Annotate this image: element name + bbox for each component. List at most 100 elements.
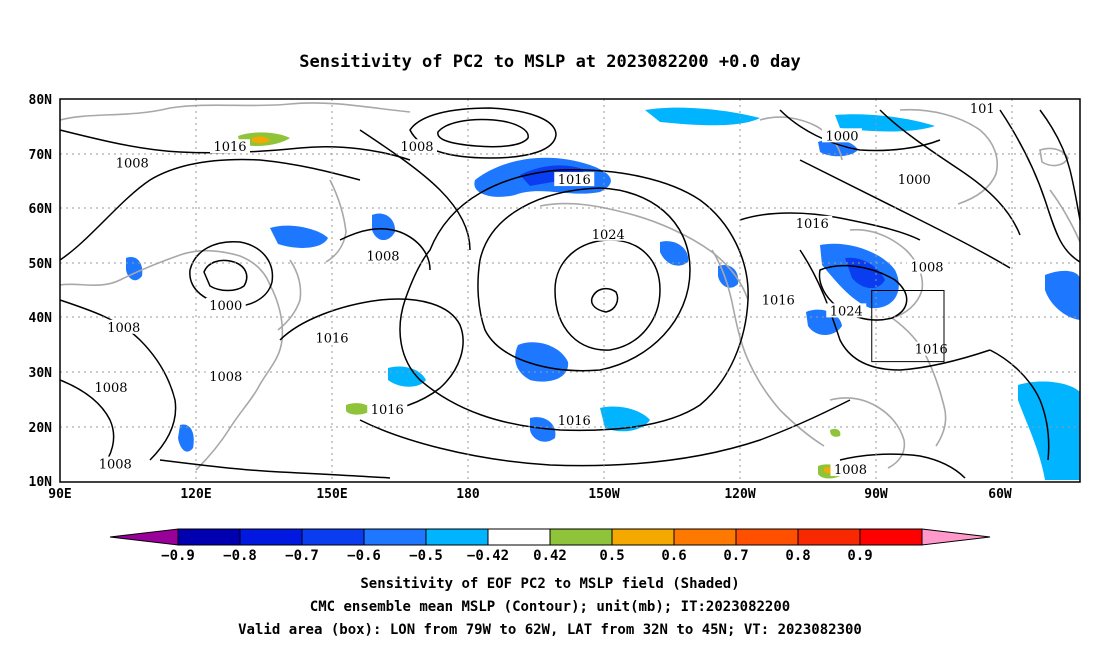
colorbar-tick-label: 0.7 (723, 548, 748, 564)
contour-label-bg (95, 456, 136, 471)
contour-1000-north (779, 109, 941, 152)
contour-label-bg (112, 155, 153, 170)
contour-label-text: 1008 (910, 261, 943, 276)
lon-label-90e: 90E (48, 487, 71, 502)
contour-label: 1000 (822, 128, 862, 144)
contour-label-text: 1016 (762, 293, 795, 308)
contour-label: 1016 (554, 172, 595, 188)
shade-patch-north-pacific-core (520, 165, 585, 186)
contour-label-bg (822, 128, 862, 143)
contour-label-bg (103, 319, 144, 334)
contour-high-pacific-core (590, 287, 619, 313)
lon-label-150e: 150E (316, 487, 347, 502)
shade-patch-west-atlantic-core (845, 257, 885, 289)
contour-label: 1016 (312, 330, 352, 347)
coastline-gulf (829, 397, 906, 469)
contour-label-bg (588, 226, 629, 241)
contour-1016-east-coast (799, 249, 991, 371)
contour-1008-tropics (159, 459, 391, 479)
shade-patch-tropical (530, 417, 556, 442)
contour-label-bg (397, 139, 437, 154)
contour-label-text: 1008 (209, 370, 242, 385)
colorbar-swatch (487, 528, 551, 546)
colorbar-swatch (735, 528, 799, 546)
lat-label-70n: 70N (29, 148, 53, 163)
contour-label-text: 1000 (209, 299, 242, 314)
lon-label-120w: 120W (724, 487, 755, 502)
contour-label-text: 1008 (400, 140, 433, 155)
valid-area-box (871, 290, 945, 363)
contour-label-text: 1016 (915, 343, 948, 358)
lat-label-20n: 20N (29, 421, 53, 436)
colorbar-tick-label: 0.9 (847, 548, 872, 564)
contour-label-text: 1016 (371, 403, 404, 418)
shade-patch-siberia (372, 213, 396, 241)
colorbar-swatch (859, 528, 923, 546)
contour-1008-west-asia (59, 299, 177, 461)
contour-label-text: 1008 (99, 458, 132, 473)
colorbar-swatch (177, 528, 241, 546)
shade-patch-green-pacific (346, 403, 372, 415)
contour-arctic-inner (437, 118, 529, 148)
contour-label: 1008 (103, 319, 144, 336)
contour-label-text: 1008 (94, 381, 127, 396)
contour-label-text: 1008 (107, 321, 140, 336)
colorbar-swatch (363, 528, 427, 546)
colorbar-swatch (301, 528, 365, 546)
colorbar-swatch (797, 528, 861, 546)
shade-patch-east-atlantic (1045, 270, 1080, 320)
lat-label-80n: 80N (29, 93, 53, 108)
shade-patch-green-gulf (830, 428, 841, 437)
contour-label: 1008 (112, 155, 153, 172)
contour-label-bg (792, 215, 833, 230)
color-legend (109, 528, 991, 546)
colorbar-tick-label: −0.6 (347, 548, 381, 564)
contour-label-bg (830, 462, 871, 477)
contour-high-pacific-outer (477, 187, 691, 372)
shade-patch-arctic (645, 107, 760, 126)
contour-label-text: 1000 (825, 129, 858, 144)
contour-1008-lower (59, 379, 115, 471)
contour-label: 1016 (367, 401, 408, 418)
contour-label-bg (205, 297, 246, 312)
colorbar-tick-label: −0.8 (223, 548, 257, 564)
lat-label-10n: 10N (29, 475, 53, 490)
contour-label: 1008 (95, 456, 136, 473)
contour-label: 101 (966, 100, 998, 117)
shade-patch-greenland (835, 114, 935, 132)
contour-label-text: 1024 (592, 228, 625, 243)
contour-high-central-pacific (554, 239, 661, 351)
colorbar-swatch (425, 528, 489, 546)
lon-label-120e: 120E (180, 487, 211, 502)
shade-patch-alaska (660, 241, 689, 266)
contour-1016-canada (739, 212, 921, 241)
contour-label: 1008 (205, 369, 246, 385)
contour-label-bg (758, 292, 799, 307)
contour-label-text: 1016 (796, 217, 829, 232)
lat-label-60n: 60N (29, 202, 53, 217)
contour-label-bg (554, 412, 595, 427)
coastline-alaska (539, 202, 749, 301)
contour-label: 1000 (894, 172, 935, 188)
contour-1008-mexico (839, 453, 966, 479)
contour-label-bg (312, 330, 352, 345)
coastline-greenland (899, 108, 998, 205)
contour-label-bg (91, 379, 131, 394)
contour-label-text: 1016 (213, 140, 246, 155)
shade-patch-southeast-atlantic (1018, 381, 1080, 480)
shade-patch-philippines (178, 424, 194, 452)
contour-label-bg (210, 139, 250, 154)
contour-label-bg (826, 303, 867, 318)
contour-label-bg (907, 259, 947, 274)
caption-line-1: Sensitivity of EOF PC2 to MSLP field (Sh… (360, 576, 739, 592)
contour-label-bg (894, 172, 935, 187)
contour-label: 1000 (205, 297, 246, 314)
contour-far-east-2 (1039, 109, 1081, 221)
contour-1000-greenland (879, 109, 1021, 236)
contour-label: 1008 (907, 259, 947, 276)
contour-1024-east (818, 264, 908, 321)
contour-label-bg (554, 172, 595, 187)
contour-label: 1008 (91, 379, 131, 396)
contour-label-text: 1008 (116, 157, 149, 172)
